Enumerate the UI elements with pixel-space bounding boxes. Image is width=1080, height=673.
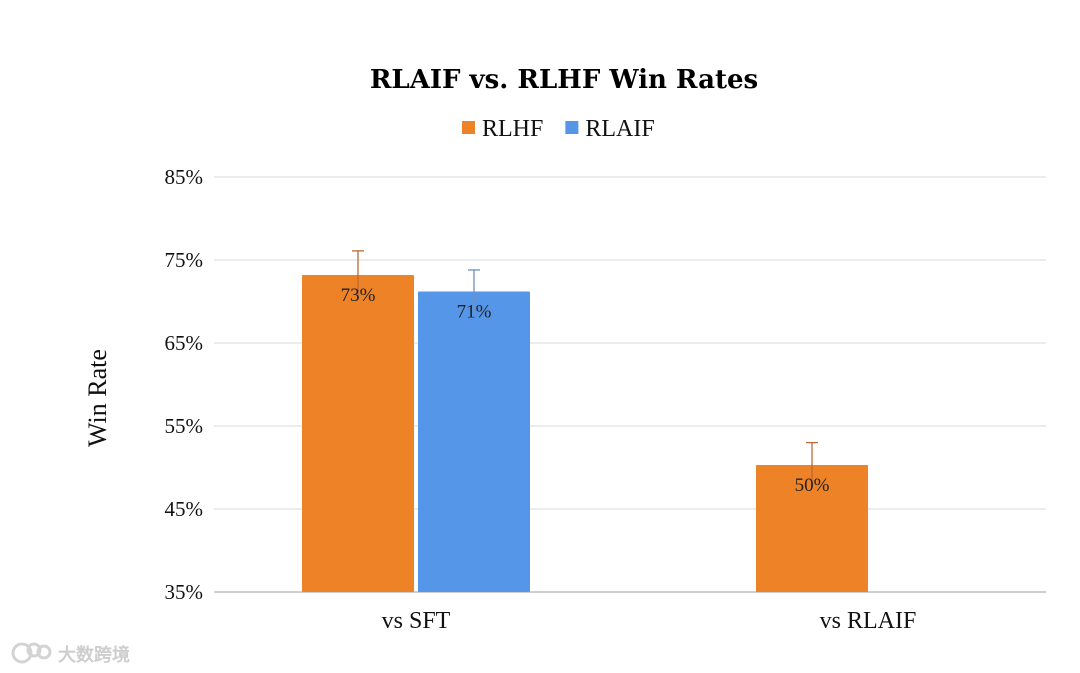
y-axis-label: Win Rate: [83, 349, 112, 447]
data-label: 73%: [341, 285, 376, 306]
legend-label-rlaif: RLAIF: [585, 116, 654, 142]
y-tick-label: 75%: [165, 248, 204, 272]
x-category-label: vs RLAIF: [820, 608, 917, 634]
bar-rlhf-1: [756, 465, 868, 592]
chart-title: RLAIF vs. RLHF Win Rates: [370, 65, 758, 95]
error-bars: [352, 250, 818, 488]
y-axis-ticks: 35% 45% 55% 65% 75% 85%: [165, 165, 204, 604]
legend-label-rlhf: RLHF: [482, 116, 543, 142]
watermark: 大数跨境: [11, 642, 130, 666]
logo-icon: [11, 642, 52, 664]
bar-rlaif-0: [418, 291, 530, 592]
x-axis-categories: vs SFT vs RLAIF: [382, 608, 917, 634]
bars: [302, 274, 868, 592]
y-tick-label: 55%: [165, 414, 204, 438]
data-label: 71%: [457, 302, 492, 323]
x-category-label: vs SFT: [382, 608, 451, 634]
watermark-text: 大数跨境: [58, 644, 130, 666]
bar-rlhf-0: [302, 274, 414, 592]
y-tick-label: 65%: [165, 331, 204, 355]
data-labels: 73% 71% 50%: [341, 285, 830, 496]
y-tick-label: 35%: [165, 580, 204, 604]
y-tick-label: 85%: [165, 165, 204, 189]
legend-swatch-rlhf: [462, 121, 475, 134]
chart-legend: RLHF RLAIF: [462, 116, 655, 142]
y-tick-label: 45%: [165, 497, 204, 521]
legend-swatch-rlaif: [565, 121, 579, 134]
data-label: 50%: [795, 475, 830, 496]
